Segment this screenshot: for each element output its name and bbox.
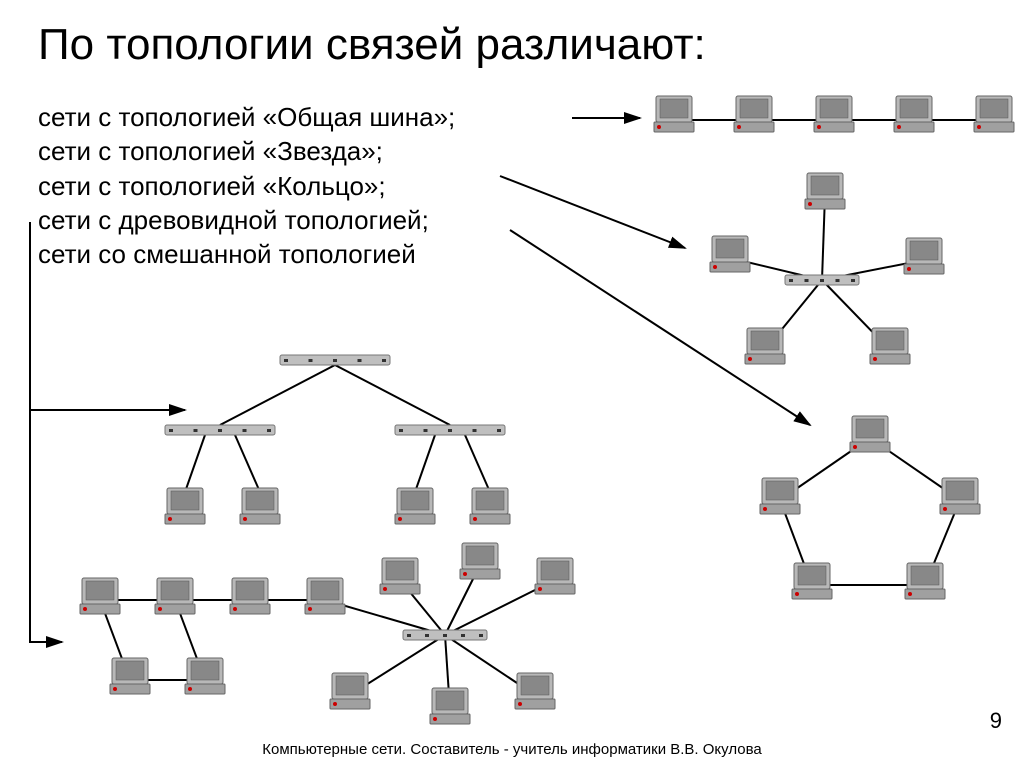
mixed-node-9 (330, 673, 370, 709)
network-link (335, 365, 450, 425)
network-link (465, 435, 490, 492)
mixed-node-10 (430, 688, 470, 724)
star-hub (785, 275, 859, 285)
ring-node-1 (940, 478, 980, 514)
mixed-node-2 (230, 578, 270, 614)
tree-hub-0 (280, 355, 390, 365)
network-link (220, 365, 335, 425)
network-link (415, 435, 435, 492)
mixed-node-0 (80, 578, 120, 614)
star-node-2 (904, 238, 944, 274)
bus-node-2 (814, 96, 854, 132)
pointer-arrow (30, 290, 62, 642)
ring-node-4 (760, 478, 800, 514)
pointer-arrow (30, 222, 185, 410)
tree-node-3 (470, 488, 510, 524)
tree-node-0 (165, 488, 205, 524)
tree-hub-2 (395, 425, 505, 435)
star-node-0 (805, 173, 845, 209)
mixed-node-3 (305, 578, 345, 614)
star-node-4 (870, 328, 910, 364)
star-node-1 (710, 236, 750, 272)
mixed-hub-0 (403, 630, 487, 640)
mixed-node-4 (380, 558, 420, 594)
pointer-arrow (500, 176, 685, 248)
mixed-node-1 (155, 578, 195, 614)
bus-node-1 (734, 96, 774, 132)
mixed-node-8 (185, 658, 225, 694)
mixed-node-7 (110, 658, 150, 694)
ring-node-2 (905, 563, 945, 599)
star-node-3 (745, 328, 785, 364)
ring-node-0 (850, 416, 890, 452)
network-link (235, 435, 260, 492)
ring-node-3 (792, 563, 832, 599)
tree-hub-1 (165, 425, 275, 435)
bus-node-4 (974, 96, 1014, 132)
mixed-node-5 (460, 543, 500, 579)
topology-diagram (0, 0, 1024, 768)
tree-node-1 (240, 488, 280, 524)
bus-node-3 (894, 96, 934, 132)
mixed-node-11 (515, 673, 555, 709)
mixed-node-6 (535, 558, 575, 594)
tree-node-2 (395, 488, 435, 524)
bus-node-0 (654, 96, 694, 132)
network-link (185, 435, 205, 492)
